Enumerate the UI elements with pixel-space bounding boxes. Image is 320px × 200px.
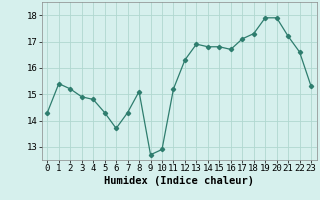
- X-axis label: Humidex (Indice chaleur): Humidex (Indice chaleur): [104, 176, 254, 186]
